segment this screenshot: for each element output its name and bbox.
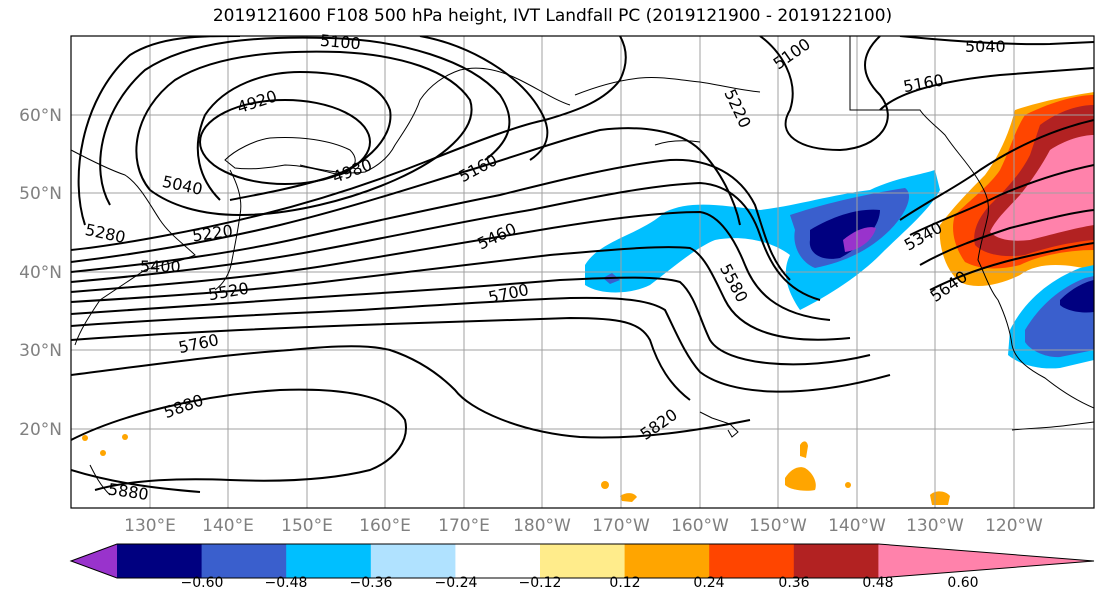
colorbar-extend-high xyxy=(878,544,1094,578)
lon-label: 130°W xyxy=(906,516,964,536)
colorbar-tick: −0.48 xyxy=(265,575,308,591)
contour-5520 xyxy=(71,246,851,341)
contour-5040 xyxy=(135,50,473,217)
colorbar-cell xyxy=(540,544,626,578)
contour-label: 5880 xyxy=(161,390,206,422)
map-frame xyxy=(70,35,1095,509)
contour-4980 xyxy=(196,70,392,201)
colorbar-cell xyxy=(793,544,879,578)
contour-label: 5700 xyxy=(487,280,531,307)
contour-5220 xyxy=(71,36,627,251)
height-contours xyxy=(71,36,1094,493)
contour-label: 4920 xyxy=(235,86,280,117)
lat-label: 50°N xyxy=(19,184,62,204)
colorbar-cell xyxy=(117,544,203,578)
contour-label: 5100 xyxy=(319,31,361,53)
lon-label: 130°E xyxy=(124,516,176,536)
colorbar-tick: −0.12 xyxy=(519,575,562,591)
colorbar-tick: 0.36 xyxy=(778,575,809,591)
contour-label: 5820 xyxy=(637,405,681,444)
coastlines xyxy=(71,36,1094,496)
contour-label: 5280 xyxy=(83,220,127,247)
colorbar-tick: 0.60 xyxy=(947,575,978,591)
ivt-shading xyxy=(82,92,1094,505)
colorbar-outline xyxy=(69,543,1095,579)
lat-label: 40°N xyxy=(19,263,62,283)
contour-5820 xyxy=(71,388,407,491)
colorbar-cell xyxy=(624,544,710,578)
contour-5160-east xyxy=(879,67,1094,111)
latitude-labels: 60°N 50°N 40°N 30°N 20°N xyxy=(19,106,62,440)
contour-5340-east xyxy=(909,164,1094,236)
contour-5880-south xyxy=(71,469,201,493)
lon-label: 170°E xyxy=(438,516,490,536)
contour-5460 xyxy=(71,210,831,321)
colorbar-ticks: −0.60 −0.48 −0.36 −0.24 −0.12 0.12 0.24 … xyxy=(181,575,979,591)
contour-label: 5160 xyxy=(902,70,945,96)
lon-label: 140°E xyxy=(202,516,254,536)
contour-label: 5460 xyxy=(474,219,519,253)
colorbar-tick: 0.12 xyxy=(609,575,640,591)
contour-4920 xyxy=(199,99,371,185)
colorbar-tick: −0.36 xyxy=(350,575,393,591)
contour-label: 5400 xyxy=(140,257,181,276)
colorbar-cell xyxy=(201,544,287,578)
lon-label: 160°E xyxy=(359,516,411,536)
contour-label: 5220 xyxy=(720,86,754,131)
contour-5340 xyxy=(71,158,791,281)
contour-5640-east xyxy=(929,242,1094,291)
colorbar-tick: −0.24 xyxy=(435,575,478,591)
contour-label: 5160 xyxy=(456,150,501,186)
lon-label: 140°W xyxy=(828,516,886,536)
lon-label: 160°W xyxy=(671,516,729,536)
contour-label: 5040 xyxy=(965,37,1006,56)
colorbar-cell xyxy=(286,544,372,578)
contour-label: 5520 xyxy=(207,279,250,305)
lon-label: 180°W xyxy=(513,516,571,536)
colorbar-extend-low xyxy=(71,544,117,578)
lat-label: 60°N xyxy=(19,106,62,126)
lon-label: 120°W xyxy=(985,516,1043,536)
map-title: 2019121600 F108 500 hPa height, IVT Land… xyxy=(212,6,893,26)
contour-5640 xyxy=(71,296,891,393)
map-area xyxy=(71,36,1094,508)
lon-label: 150°W xyxy=(749,516,807,536)
contour-5580-east xyxy=(919,209,1094,266)
contour-5580 xyxy=(71,276,871,366)
contour-label: 5100 xyxy=(770,34,814,73)
contour-5160 xyxy=(77,36,549,226)
contour-5700 xyxy=(71,316,691,401)
contour-5100 xyxy=(99,36,511,206)
contour-label: 5040 xyxy=(160,172,204,199)
contour-5400 xyxy=(71,181,821,301)
contour-5280-east xyxy=(899,119,1094,221)
contour-5040-east xyxy=(899,36,1094,46)
contour-5760 xyxy=(71,345,751,439)
contour-5100-east xyxy=(759,36,889,152)
colorbar-cell xyxy=(455,544,541,578)
contour-5280 xyxy=(71,127,741,263)
colorbar-tick: −0.60 xyxy=(181,575,224,591)
contour-label: 4980 xyxy=(330,155,375,187)
colorbar-cell xyxy=(709,544,795,578)
colorbar-cells xyxy=(69,543,1095,579)
longitude-labels: 130°E 140°E 150°E 160°E 170°E 180°W 170°… xyxy=(124,516,1043,536)
contour-label: 5760 xyxy=(177,330,221,357)
lon-label: 150°E xyxy=(281,516,333,536)
lat-label: 20°N xyxy=(19,420,62,440)
colorbar-cell xyxy=(370,544,456,578)
contour-label: 5880 xyxy=(107,479,150,503)
colorbar: −0.60 −0.48 −0.36 −0.24 −0.12 0.12 0.24 … xyxy=(69,543,1095,591)
colorbar-tick: 0.48 xyxy=(862,575,893,591)
lat-label: 30°N xyxy=(19,341,62,361)
colorbar-tick: 0.24 xyxy=(693,575,724,591)
lon-label: 170°W xyxy=(592,516,650,536)
